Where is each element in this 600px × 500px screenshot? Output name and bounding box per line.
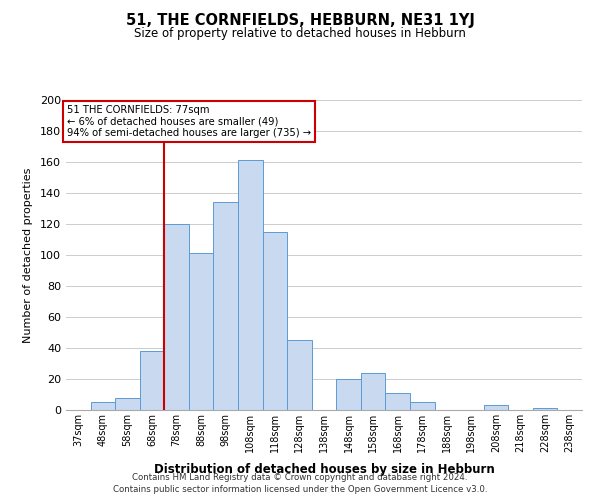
Bar [189, 254, 214, 410]
Bar [484, 406, 508, 410]
Bar [287, 340, 312, 410]
Bar [336, 379, 361, 410]
Bar [533, 408, 557, 410]
Text: Size of property relative to detached houses in Hebburn: Size of property relative to detached ho… [134, 28, 466, 40]
Text: Contains HM Land Registry data © Crown copyright and database right 2024.: Contains HM Land Registry data © Crown c… [132, 472, 468, 482]
Bar [385, 393, 410, 410]
Bar [140, 351, 164, 410]
Bar [263, 232, 287, 410]
Text: 51, THE CORNFIELDS, HEBBURN, NE31 1YJ: 51, THE CORNFIELDS, HEBBURN, NE31 1YJ [125, 12, 475, 28]
Y-axis label: Number of detached properties: Number of detached properties [23, 168, 33, 342]
Text: Contains public sector information licensed under the Open Government Licence v3: Contains public sector information licen… [113, 485, 487, 494]
Bar [115, 398, 140, 410]
Bar [91, 402, 115, 410]
X-axis label: Distribution of detached houses by size in Hebburn: Distribution of detached houses by size … [154, 464, 494, 476]
Bar [214, 202, 238, 410]
Text: 51 THE CORNFIELDS: 77sqm
← 6% of detached houses are smaller (49)
94% of semi-de: 51 THE CORNFIELDS: 77sqm ← 6% of detache… [67, 104, 311, 138]
Bar [410, 402, 434, 410]
Bar [361, 373, 385, 410]
Bar [164, 224, 189, 410]
Bar [238, 160, 263, 410]
